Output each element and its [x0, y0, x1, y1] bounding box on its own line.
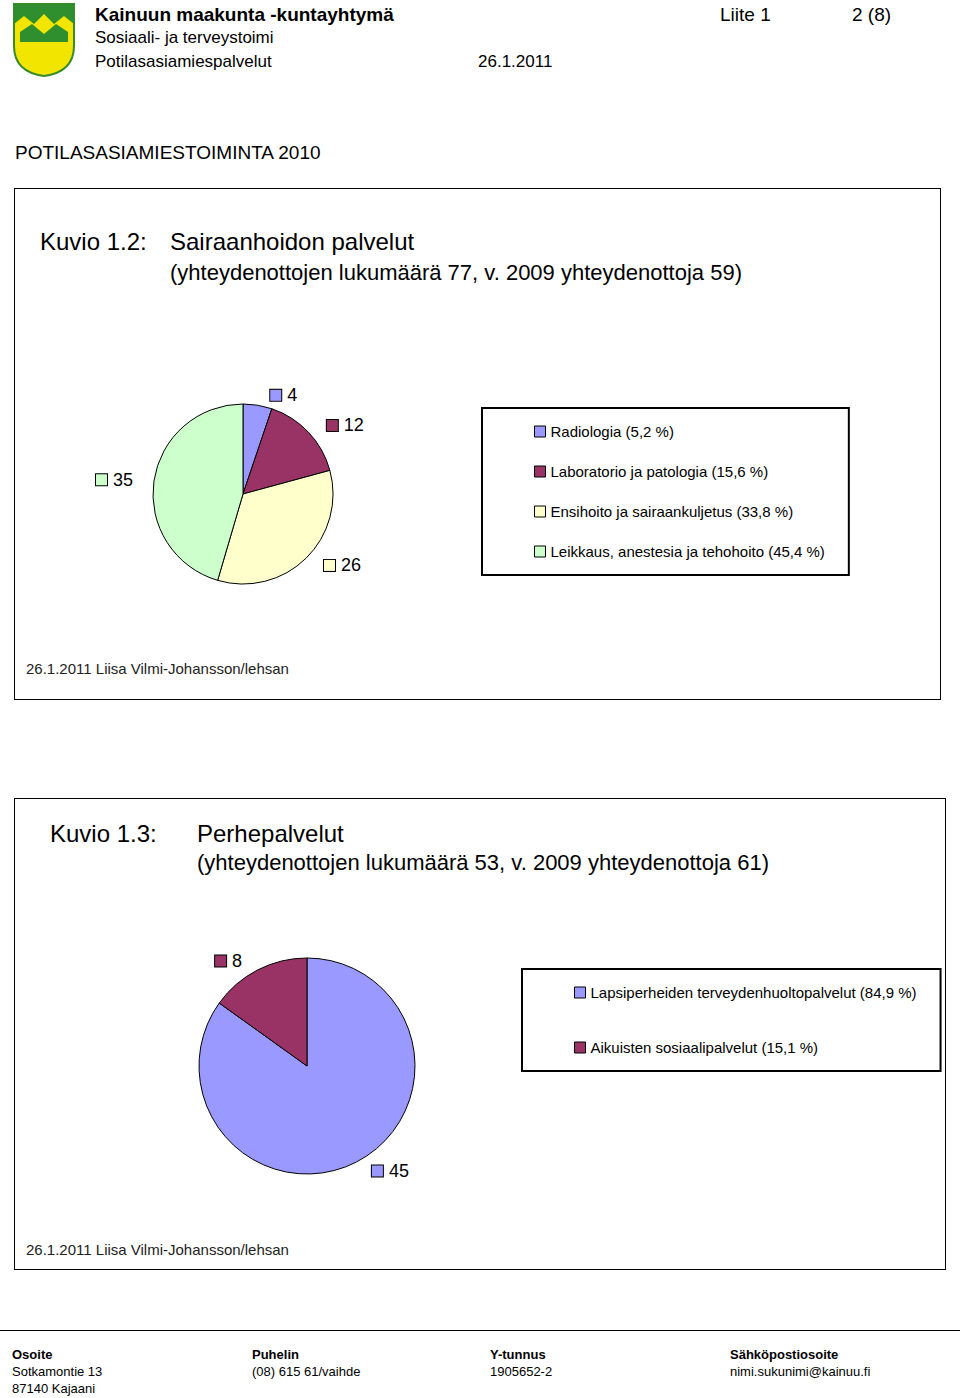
- html-text:Perhepalvelut: Perhepalvelut: [197, 820, 344, 847]
- svg-text:12: 12: [344, 415, 364, 435]
- html-text:(08) 615 61/vaihde: (08) 615 61/vaihde: [252, 1364, 361, 1379]
- html-text:Y-tunnus: Y-tunnus: [490, 1347, 546, 1362]
- html-text:(yhteydenottojen lukumäärä 77,: (yhteydenottojen lukumäärä 77, v. 2009 y…: [170, 260, 742, 285]
- svg-text:Radiologia (5,2 %): Radiologia (5,2 %): [551, 423, 674, 440]
- html-text:Osoite: Osoite: [12, 1347, 53, 1362]
- html-text:Sairaanhoidon palvelut: Sairaanhoidon palvelut: [170, 228, 415, 255]
- svg-text:Ensihoito ja sairaankuljetus (: Ensihoito ja sairaankuljetus (33,8 %): [551, 503, 794, 520]
- html-text:87140 Kajaani: 87140 Kajaani: [12, 1381, 96, 1396]
- svg-text:Aikuisten sosiaalipalvelut (15: Aikuisten sosiaalipalvelut (15,1 %): [591, 1039, 819, 1056]
- html-text:Liite 1: Liite 1: [720, 4, 771, 25]
- html-text:POTILASASIAMIESTOIMINTA 2010: POTILASASIAMIESTOIMINTA 2010: [15, 142, 321, 163]
- html-text:Sosiaali- ja terveystoimi: Sosiaali- ja terveystoimi: [95, 28, 274, 47]
- svg-text:Laboratorio ja patologia (15,6: Laboratorio ja patologia (15,6 %): [551, 463, 769, 480]
- svg-text:8: 8: [232, 951, 242, 971]
- html-text:Potilasasiamiespalvelut: Potilasasiamiespalvelut: [95, 52, 272, 71]
- svg-text:35: 35: [113, 470, 133, 490]
- html-text:Puhelin: Puhelin: [252, 1347, 299, 1362]
- svg-text:Lapsiperheiden terveydenhuolto: Lapsiperheiden terveydenhuoltopalvelut (…: [591, 984, 917, 1001]
- html-text:Kuvio 1.3:: Kuvio 1.3:: [50, 820, 157, 847]
- html-text:26.1.2011 Liisa Vilmi-Johansso: 26.1.2011 Liisa Vilmi-Johansson/lehsan: [26, 1241, 289, 1258]
- html-text:26.1.2011 Liisa Vilmi-Johansso: 26.1.2011 Liisa Vilmi-Johansson/lehsan: [26, 660, 289, 677]
- html-text:(yhteydenottojen lukumäärä 53,: (yhteydenottojen lukumäärä 53, v. 2009 y…: [197, 850, 769, 875]
- html-text:26.1.2011: 26.1.2011: [478, 52, 553, 71]
- svg-text:Leikkaus, anestesia ja tehohoi: Leikkaus, anestesia ja tehohoito (45,4 %…: [551, 543, 825, 560]
- html-text:Sähköpostiosoite: Sähköpostiosoite: [730, 1347, 839, 1362]
- html-text:2 (8): 2 (8): [852, 4, 892, 25]
- svg-text:26: 26: [341, 555, 361, 575]
- html-text:Sotkamontie 13: Sotkamontie 13: [12, 1364, 103, 1379]
- html-text:1905652-2: 1905652-2: [490, 1364, 553, 1379]
- html-text:Kainuun maakunta -kuntayhtymä: Kainuun maakunta -kuntayhtymä: [95, 4, 394, 25]
- svg-text:45: 45: [389, 1161, 409, 1181]
- svg-text:4: 4: [287, 385, 297, 405]
- html-text:nimi.sukunimi@kainuu.fi: nimi.sukunimi@kainuu.fi: [730, 1364, 871, 1379]
- html-text:Kuvio 1.2:: Kuvio 1.2:: [40, 228, 147, 255]
